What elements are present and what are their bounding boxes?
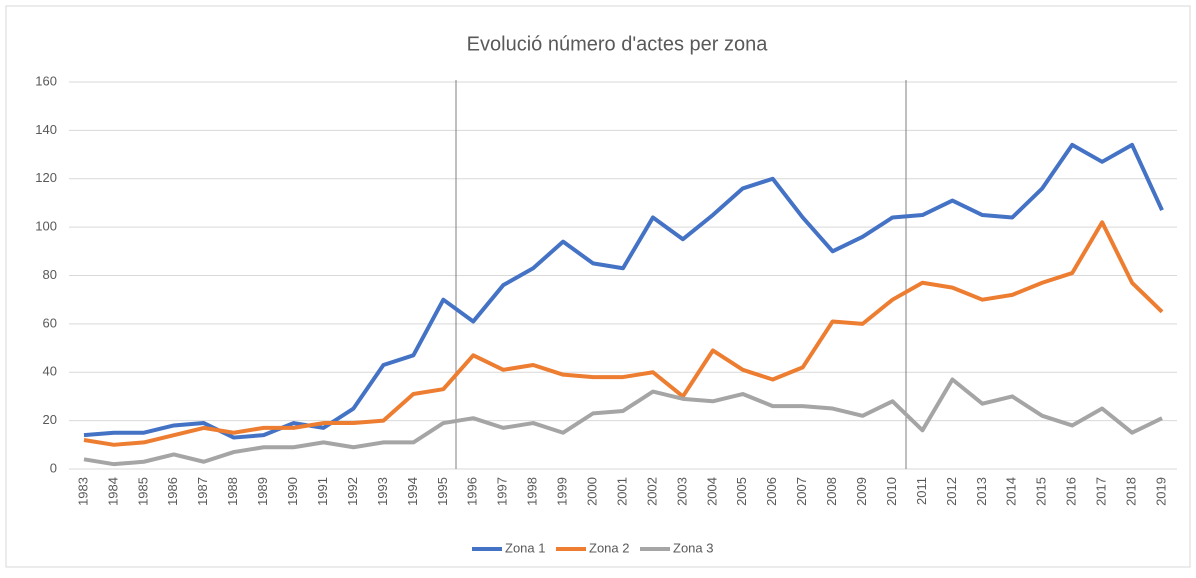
x-tick-label: 1990 bbox=[285, 477, 300, 506]
x-tick-label: 1988 bbox=[225, 477, 240, 506]
y-tick-label: 120 bbox=[35, 170, 57, 185]
x-tick-label: 2006 bbox=[764, 477, 779, 506]
x-tick-label: 2014 bbox=[1004, 477, 1019, 506]
x-tick-label: 1987 bbox=[195, 477, 210, 506]
x-tick-label: 1989 bbox=[255, 477, 270, 506]
series-line bbox=[83, 220, 1164, 447]
legend-label: Zona 2 bbox=[589, 540, 629, 555]
series-line bbox=[83, 142, 1164, 440]
x-tick-label: 2010 bbox=[884, 477, 899, 506]
legend-label: Zona 3 bbox=[673, 540, 713, 555]
x-tick-label: 2013 bbox=[974, 477, 989, 506]
x-tick-label: 2004 bbox=[704, 477, 719, 506]
x-tick-label: 1984 bbox=[105, 477, 120, 506]
legend-label: Zona 1 bbox=[505, 540, 545, 555]
y-tick-label: 60 bbox=[43, 315, 57, 330]
x-tick-label: 2008 bbox=[824, 477, 839, 506]
x-tick-label: 2007 bbox=[794, 477, 809, 506]
x-tick-label: 2019 bbox=[1153, 477, 1168, 506]
y-tick-label: 0 bbox=[50, 460, 57, 475]
x-tick-label: 2001 bbox=[614, 477, 629, 506]
x-tick-label: 2002 bbox=[644, 477, 659, 506]
x-tick-label: 1993 bbox=[375, 477, 390, 506]
x-tick-label: 2018 bbox=[1124, 477, 1139, 506]
x-tick-label: 1985 bbox=[135, 477, 150, 506]
x-tick-label: 2005 bbox=[734, 477, 749, 506]
x-tick-label: 2016 bbox=[1064, 477, 1079, 506]
y-tick-label: 100 bbox=[35, 219, 57, 234]
x-tick-label: 2003 bbox=[674, 477, 689, 506]
x-tick-label: 1997 bbox=[495, 477, 510, 506]
x-tick-label: 1999 bbox=[555, 477, 570, 506]
y-tick-label: 20 bbox=[43, 412, 57, 427]
x-tick-label: 1995 bbox=[435, 477, 450, 506]
x-tick-label: 1983 bbox=[75, 477, 90, 506]
x-tick-label: 1994 bbox=[405, 477, 420, 506]
x-tick-label: 2015 bbox=[1034, 477, 1049, 506]
x-tick-label: 1992 bbox=[345, 477, 360, 506]
x-tick-label: 1986 bbox=[165, 477, 180, 506]
x-tick-label: 2009 bbox=[854, 477, 869, 506]
x-tick-label: 2017 bbox=[1094, 477, 1109, 506]
x-tick-label: 2012 bbox=[944, 477, 959, 506]
chart-title: Evolució número d'actes per zona bbox=[467, 33, 769, 55]
x-tick-label: 1991 bbox=[315, 477, 330, 506]
y-tick-label: 160 bbox=[35, 73, 57, 88]
chart-border bbox=[5, 5, 1191, 568]
y-tick-label: 40 bbox=[43, 364, 57, 379]
x-tick-label: 2011 bbox=[914, 477, 929, 505]
series-line bbox=[83, 377, 1163, 467]
x-tick-label: 1998 bbox=[525, 477, 540, 506]
x-tick-label: 2000 bbox=[584, 477, 599, 506]
x-tick-label: 1996 bbox=[465, 477, 480, 506]
y-tick-label: 80 bbox=[43, 267, 57, 282]
y-tick-label: 140 bbox=[35, 122, 57, 137]
